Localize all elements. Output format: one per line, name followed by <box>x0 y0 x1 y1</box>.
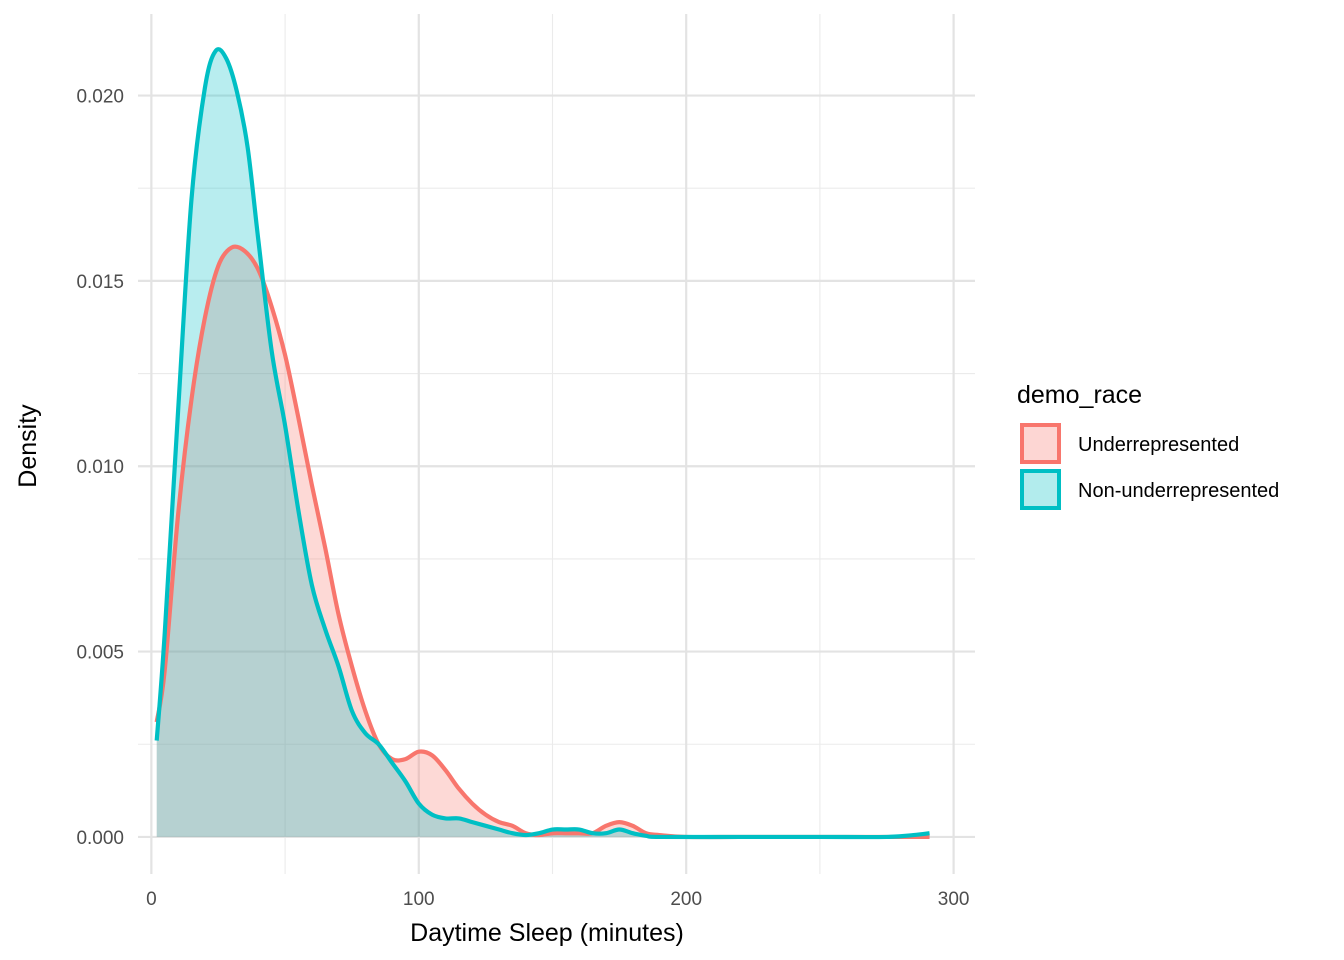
legend-title: demo_race <box>1017 381 1142 409</box>
y-tick-label: 0.010 <box>76 457 124 478</box>
grid-minor <box>138 14 975 874</box>
density-line-underrepresented <box>154 244 930 840</box>
x-axis-ticks: 0 100 200 300 <box>146 889 969 910</box>
density-area-underrepresented <box>156 246 930 838</box>
density-area-non-underrepresented <box>156 49 930 838</box>
x-tick-label: 100 <box>403 889 435 910</box>
x-tick-label: 0 <box>146 889 157 910</box>
x-tick-label: 300 <box>938 889 970 910</box>
y-axis-title: Density <box>14 404 42 488</box>
density-line-non-underrepresented <box>154 47 930 840</box>
x-axis-title: Daytime Sleep (minutes) <box>410 919 684 947</box>
y-axis-ticks: 0.000 0.005 0.010 0.015 0.020 <box>76 87 124 849</box>
grid-major <box>138 14 975 874</box>
y-tick-label: 0.020 <box>76 87 124 108</box>
legend-key-underrepresented <box>1020 423 1061 464</box>
density-areas <box>156 49 930 838</box>
legend: demo_race Underrepresented Non-underrepr… <box>1017 381 1279 510</box>
x-tick-label: 200 <box>670 889 702 910</box>
legend-label-underrepresented: Underrepresented <box>1078 434 1239 456</box>
density-lines <box>154 47 930 840</box>
legend-label-non-underrepresented: Non-underrepresented <box>1078 480 1279 502</box>
legend-key-non-underrepresented <box>1020 469 1061 510</box>
y-tick-label: 0.005 <box>76 643 124 664</box>
y-tick-label: 0.015 <box>76 272 124 293</box>
y-tick-label: 0.000 <box>76 828 124 849</box>
